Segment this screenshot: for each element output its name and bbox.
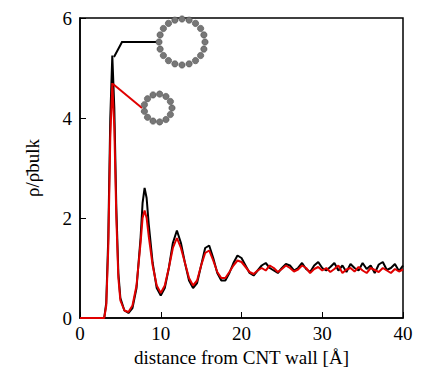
svg-text:40: 40	[394, 323, 413, 344]
svg-text:0: 0	[75, 323, 85, 344]
svg-text:distance from CNT wall [Å]: distance from CNT wall [Å]	[134, 347, 349, 368]
svg-text:6: 6	[63, 8, 73, 29]
svg-text:4: 4	[63, 108, 73, 129]
svg-text:0: 0	[63, 308, 73, 329]
svg-text:30: 30	[313, 323, 332, 344]
svg-text:ρ/ρ̄bulk: ρ/ρ̄bulk	[22, 138, 43, 197]
svg-text:2: 2	[63, 208, 73, 229]
svg-text:10: 10	[151, 323, 170, 344]
svg-text:20: 20	[232, 323, 251, 344]
